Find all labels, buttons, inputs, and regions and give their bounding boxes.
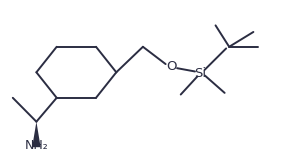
Text: O: O	[166, 60, 177, 73]
Text: NH₂: NH₂	[25, 139, 48, 152]
Text: Si: Si	[194, 67, 206, 80]
Polygon shape	[32, 122, 41, 147]
